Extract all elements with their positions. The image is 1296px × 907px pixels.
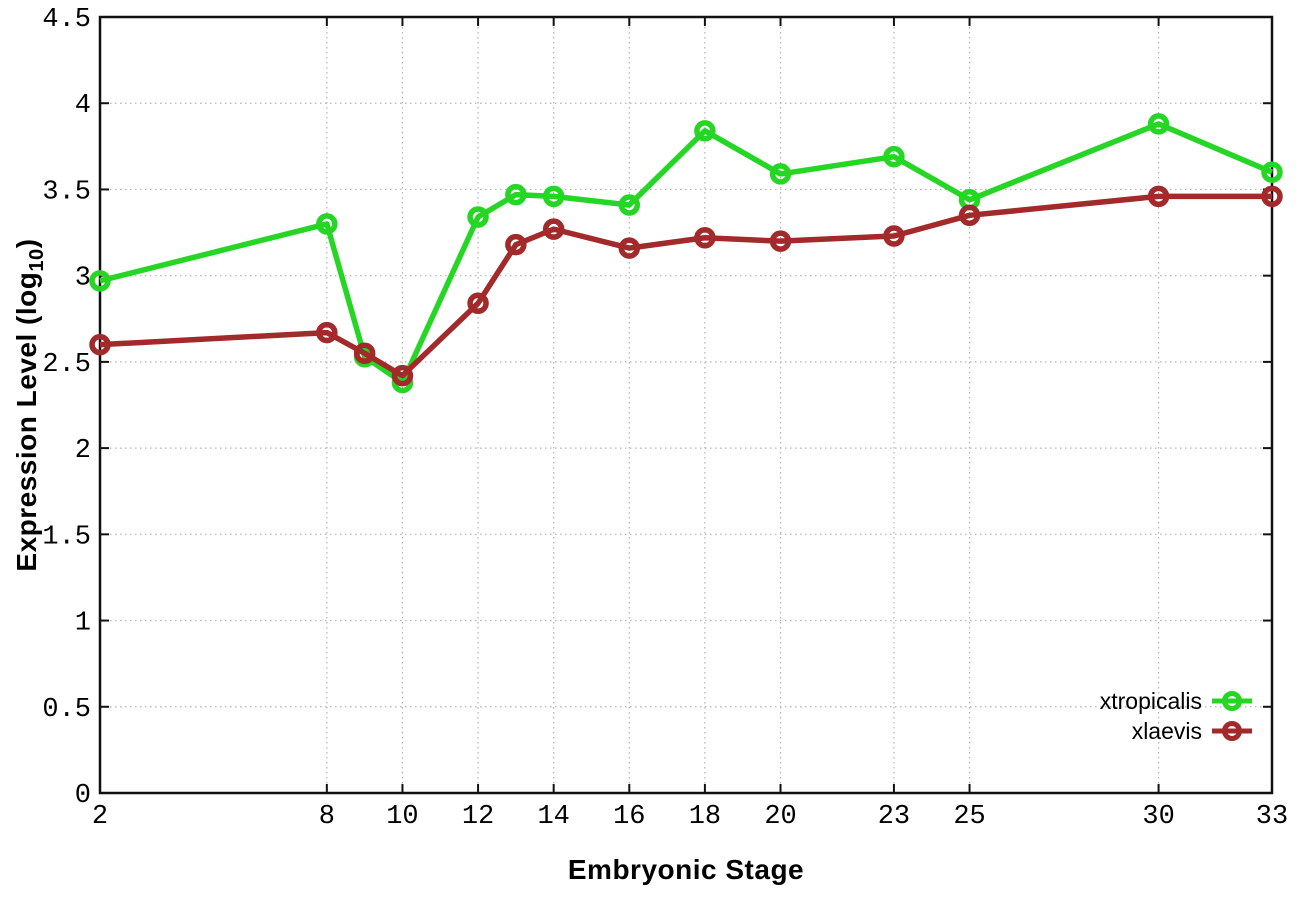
data-point-xlaevis-30	[1147, 185, 1170, 208]
x-tick-label: 25	[953, 802, 985, 832]
y-tick-label: 0.5	[42, 695, 91, 725]
legend-point-sample	[1222, 721, 1242, 741]
y-axis-title-text: Expression Level (log	[11, 271, 43, 572]
x-tick-label: 18	[689, 802, 721, 832]
x-tick-label: 12	[462, 802, 494, 832]
y-tick-label: 4.5	[42, 5, 91, 35]
data-point-xtropicalis-20	[769, 163, 792, 185]
legend-item-xlaevis: xlaevis	[1100, 716, 1253, 746]
data-point-xlaevis-20	[769, 230, 792, 252]
data-point-xlaevis-8	[316, 321, 338, 344]
data-point-xlaevis-33	[1261, 185, 1283, 208]
legend-label-xtropicalis: xtropicalis	[1099, 687, 1202, 714]
legend-marker-xtropicalis	[1212, 691, 1252, 711]
legend-point-sample	[1222, 691, 1242, 711]
x-tick-label: 33	[1256, 802, 1288, 832]
y-tick-label: 2	[75, 436, 91, 466]
x-tick-label: 20	[764, 802, 796, 832]
data-point-xlaevis-10	[391, 364, 414, 387]
x-tick-label: 23	[878, 802, 910, 832]
legend-marker-xlaevis	[1212, 721, 1252, 741]
data-point-xtropicalis-23	[883, 145, 905, 168]
y-axis-title-close: )	[11, 238, 43, 249]
y-tick-label: 4	[75, 91, 91, 121]
y-tick-label: 2.5	[42, 350, 91, 380]
legend-label-xlaevis: xlaevis	[1131, 717, 1202, 744]
data-point-xlaevis-16	[618, 237, 641, 259]
y-tick-label: 3.5	[42, 177, 91, 207]
y-tick-label: 3	[75, 264, 91, 294]
data-point-xtropicalis-18	[694, 120, 716, 142]
data-point-xlaevis-23	[883, 225, 905, 247]
data-point-xtropicalis-33	[1261, 161, 1283, 183]
data-point-xlaevis-2	[89, 333, 111, 356]
y-tick-label: 1.5	[42, 522, 91, 552]
x-tick-label: 10	[386, 802, 418, 832]
y-axis-title: Expression Level (log10)	[11, 238, 49, 571]
data-point-xlaevis-13	[505, 233, 527, 256]
y-tick-label: 1	[75, 609, 91, 639]
data-point-xtropicalis-30	[1147, 113, 1170, 135]
legend: xtropicalis xlaevis	[1100, 686, 1253, 746]
x-axis-title: Embryonic Stage	[567, 854, 805, 885]
data-point-xlaevis-9	[353, 342, 376, 365]
y-axis-title-subscript: 10	[25, 248, 48, 272]
series-line-xtropicalis	[99, 121, 1274, 386]
x-tick-label: 30	[1142, 802, 1174, 832]
data-point-xtropicalis-2	[89, 270, 111, 292]
data-point-xtropicalis-8	[316, 213, 338, 235]
x-tick-label: 16	[613, 802, 645, 832]
data-point-xtropicalis-14	[542, 185, 565, 208]
data-point-xlaevis-25	[958, 204, 981, 227]
x-tick-label: 8	[319, 802, 335, 832]
x-tick-label: 14	[537, 802, 569, 832]
data-point-xlaevis-14	[542, 218, 565, 240]
data-point-xlaevis-18	[694, 226, 716, 249]
plot-border	[98, 15, 1274, 795]
y-tick-label: 0	[75, 781, 91, 811]
data-point-xtropicalis-12	[467, 206, 489, 228]
legend-item-xtropicalis: xtropicalis	[1100, 686, 1253, 716]
data-point-xlaevis-12	[467, 292, 489, 315]
series-line-xlaevis	[99, 193, 1272, 379]
x-tick-label: 2	[92, 802, 108, 832]
data-point-xtropicalis-16	[618, 194, 641, 216]
data-point-xtropicalis-13	[505, 183, 527, 206]
